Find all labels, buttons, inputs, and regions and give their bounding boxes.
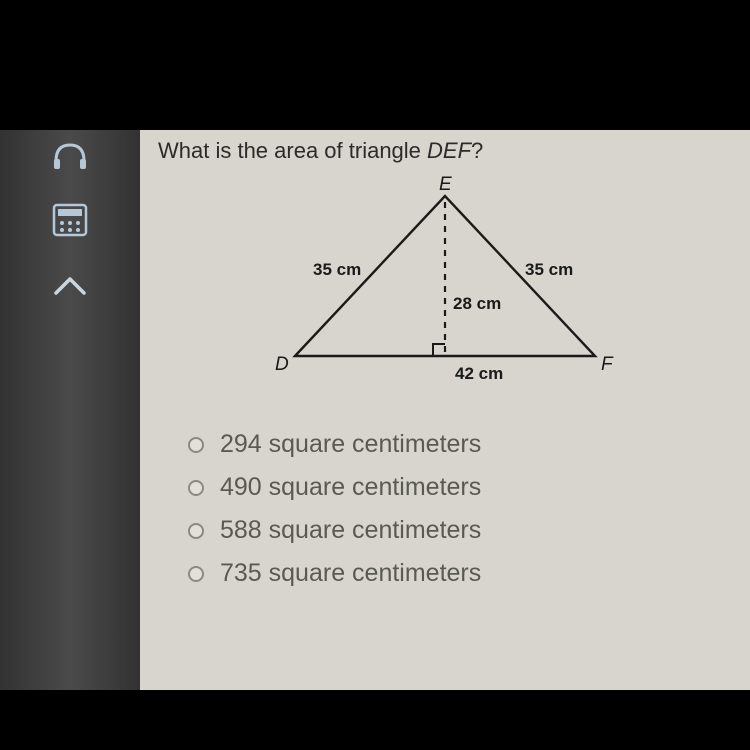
base-label: 42 cm xyxy=(455,364,503,384)
triangle-diagram: E D F 35 cm 35 cm 28 cm 42 cm xyxy=(275,176,615,396)
main-panel: What is the area of triangle DEF? E D F … xyxy=(140,130,750,690)
radio-icon[interactable] xyxy=(188,480,204,496)
content-row: What is the area of triangle DEF? E D F … xyxy=(0,130,750,690)
side-DE-label: 35 cm xyxy=(313,260,361,280)
answer-options: 294 square centimeters 490 square centim… xyxy=(158,430,732,588)
sidebar xyxy=(0,130,140,690)
option-label: 735 square centimeters xyxy=(220,559,481,588)
top-letterbox xyxy=(0,0,750,130)
question-italic: DEF xyxy=(427,138,471,163)
up-caret-icon[interactable] xyxy=(48,267,92,305)
headphones-icon[interactable] xyxy=(48,135,92,173)
option-a[interactable]: 294 square centimeters xyxy=(188,430,732,459)
question-text: What is the area of triangle DEF? xyxy=(158,138,732,164)
altitude-label: 28 cm xyxy=(453,294,501,314)
option-c[interactable]: 588 square centimeters xyxy=(188,516,732,545)
radio-icon[interactable] xyxy=(188,523,204,539)
vertex-E: E xyxy=(439,174,452,196)
radio-icon[interactable] xyxy=(188,437,204,453)
question-prefix: What is the area of triangle xyxy=(158,138,427,163)
vertex-F: F xyxy=(601,354,613,376)
question-suffix: ? xyxy=(471,138,483,163)
diagram-container: E D F 35 cm 35 cm 28 cm 42 cm xyxy=(158,176,732,396)
calculator-icon[interactable] xyxy=(48,201,92,239)
option-d[interactable]: 735 square centimeters xyxy=(188,559,732,588)
side-EF-label: 35 cm xyxy=(525,260,573,280)
radio-icon[interactable] xyxy=(188,566,204,582)
option-label: 588 square centimeters xyxy=(220,516,481,545)
vertex-D: D xyxy=(275,354,289,376)
option-label: 294 square centimeters xyxy=(220,430,481,459)
option-b[interactable]: 490 square centimeters xyxy=(188,473,732,502)
option-label: 490 square centimeters xyxy=(220,473,481,502)
bottom-letterbox xyxy=(0,690,750,750)
